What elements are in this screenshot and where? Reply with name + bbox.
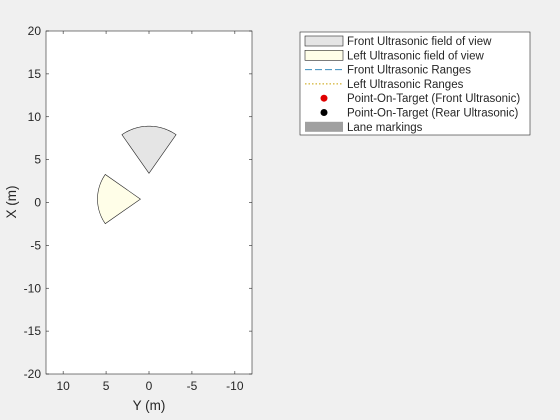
y-tick-label: -15 xyxy=(24,324,42,338)
legend-label: Left Ultrasonic field of view xyxy=(347,50,484,62)
legend-symbol-2 xyxy=(304,49,344,61)
legend-box xyxy=(299,31,531,136)
legend-symbol-1 xyxy=(304,35,344,47)
legend-items: Front Ultrasonic field of view Left Ultra… xyxy=(304,35,520,134)
x-tick-label: -10 xyxy=(226,379,244,393)
legend-label: Left Ultrasonic Ranges xyxy=(347,79,464,91)
axes-background xyxy=(46,31,252,374)
y-tick-label: -10 xyxy=(24,281,42,295)
y-tick-label: 20 xyxy=(28,24,42,38)
x-tick-label: 10 xyxy=(56,379,70,393)
x-tick-label: 0 xyxy=(146,379,153,393)
legend-label: Lane markings xyxy=(347,122,423,134)
x-axis-label: Y (m) xyxy=(133,398,166,413)
legend-symbol-6 xyxy=(320,109,328,116)
y-tick-label: 5 xyxy=(34,153,41,167)
legend-label: Front Ultrasonic Ranges xyxy=(347,65,471,77)
y-tick-label: 0 xyxy=(34,196,41,210)
y-axis-label: X (m) xyxy=(4,186,19,219)
fov-layer xyxy=(97,125,177,225)
legend-symbol-5 xyxy=(320,94,328,102)
y-tick-label: -20 xyxy=(24,367,42,381)
x-tick-layer: 10 5 0 -5 -10 xyxy=(56,31,244,393)
x-tick-label: 5 xyxy=(103,379,110,393)
legend-label: Point-On-Target (Front Ultrasonic) xyxy=(347,93,520,105)
legend: Front Ultrasonic field of view Left Ultra… xyxy=(299,31,531,136)
legend-label: Front Ultrasonic field of view xyxy=(347,36,492,48)
fov-sector-left xyxy=(97,174,141,225)
y-tick-layer: -20 -15 -10 -5 0 5 10 15 20 xyxy=(24,24,252,381)
fov-sector-front xyxy=(121,125,177,174)
y-tick-label: 10 xyxy=(28,110,42,124)
legend-symbol-7 xyxy=(305,121,343,132)
legend-label: Point-On-Target (Rear Ultrasonic) xyxy=(347,108,518,120)
y-tick-label: 15 xyxy=(28,67,42,81)
y-tick-label: -5 xyxy=(30,238,41,252)
x-tick-label: -5 xyxy=(187,379,198,393)
